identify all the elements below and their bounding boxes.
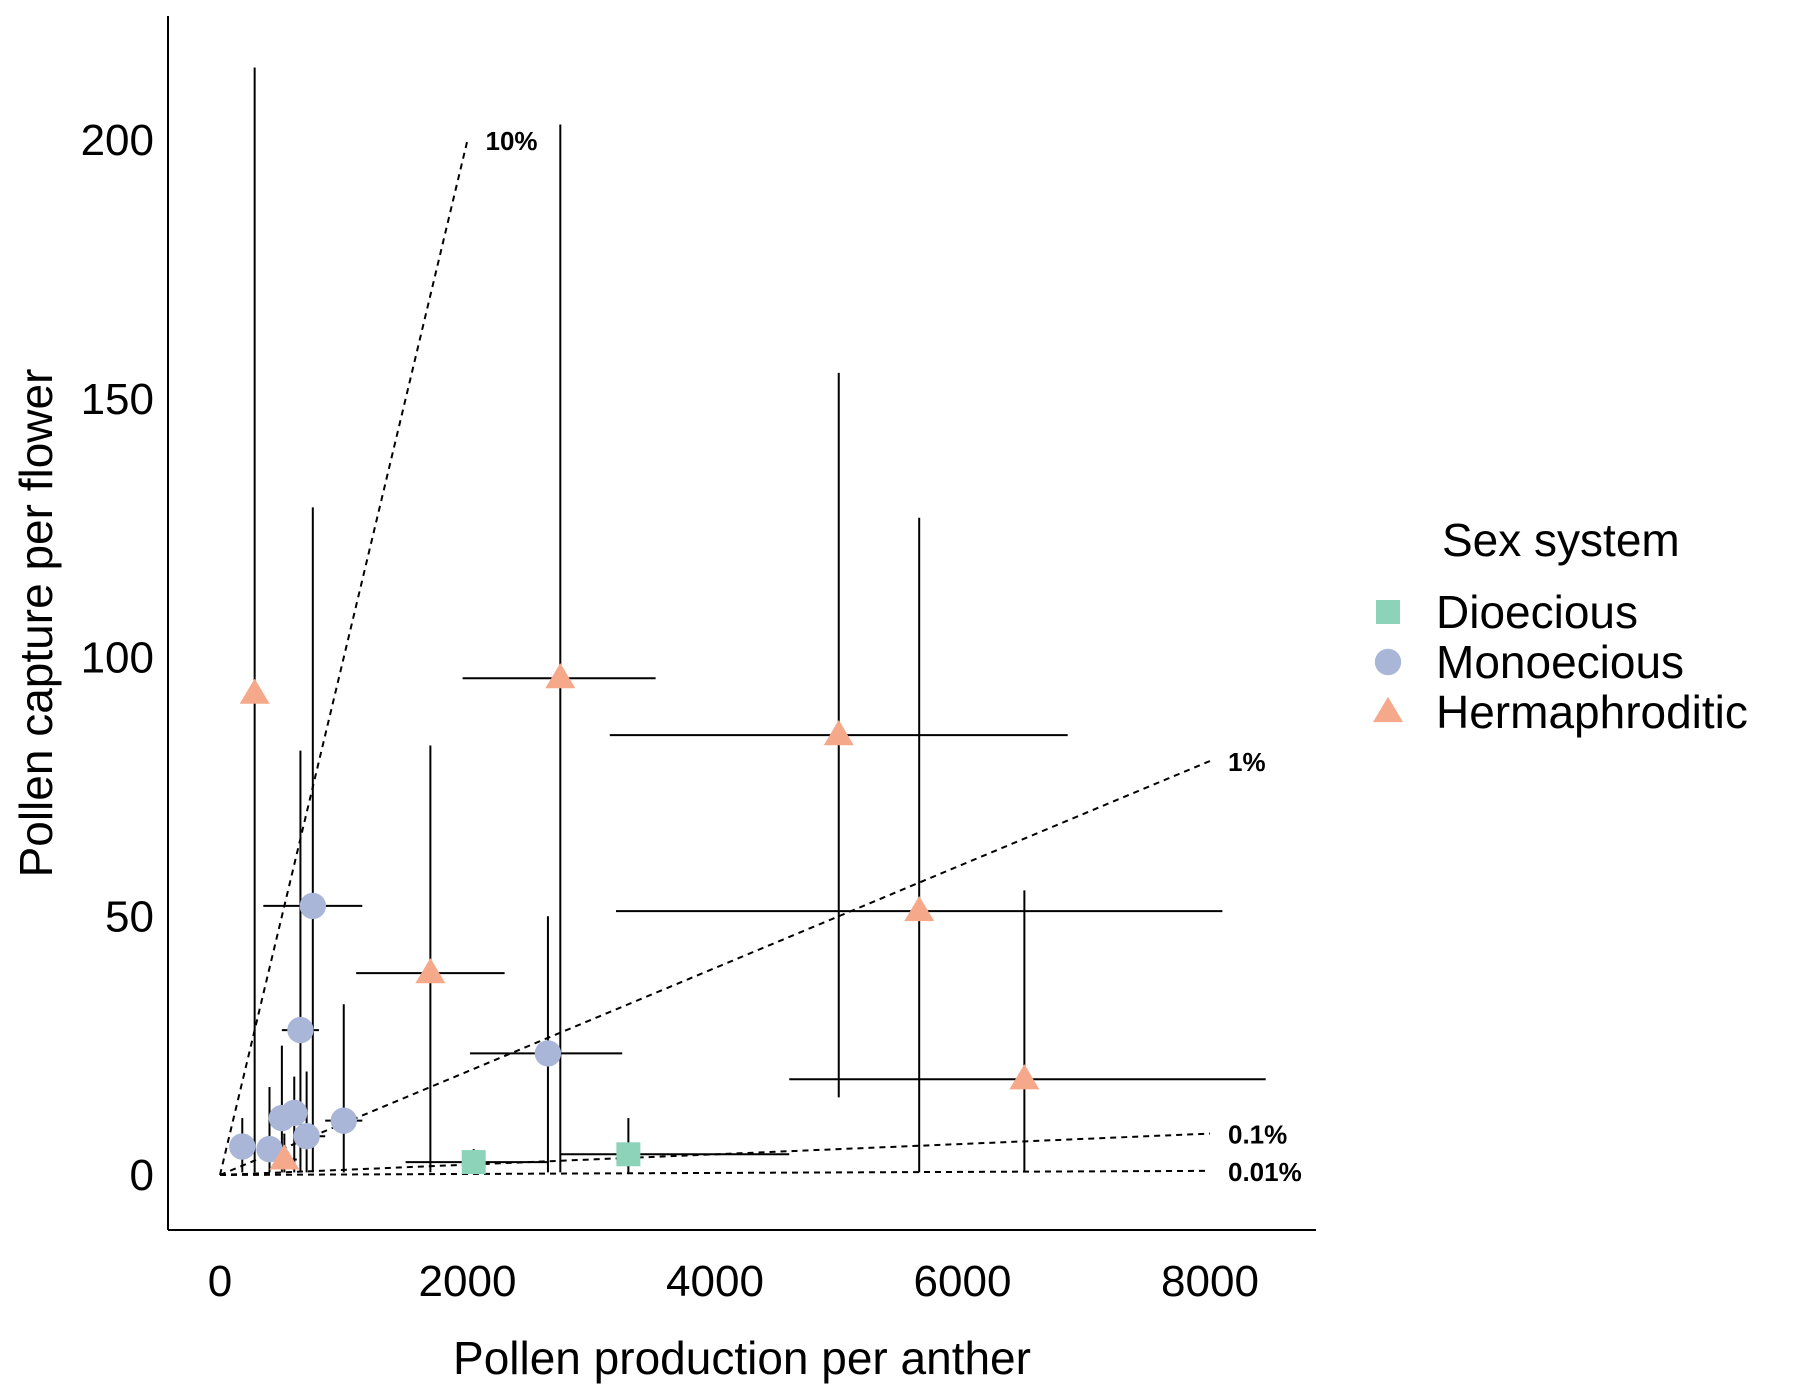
- legend-label: Monoecious: [1436, 636, 1684, 688]
- data-point-hermaphroditic: [1009, 1064, 1040, 1090]
- reference-line: [219, 760, 1211, 1176]
- y-axis-title: Pollen capture per flower: [10, 369, 62, 878]
- y-tick-label: 100: [81, 634, 154, 683]
- y-tick-label: 200: [81, 116, 154, 165]
- data-point-monoecious: [299, 892, 327, 920]
- data-point-hermaphroditic: [823, 720, 854, 746]
- data-point-dioecious: [461, 1150, 486, 1175]
- data-point-hermaphroditic: [269, 1144, 300, 1170]
- legend: Sex system DioeciousMonoeciousHermaphrod…: [1373, 514, 1748, 738]
- data-point-dioecious: [616, 1142, 641, 1167]
- legend-swatch-dioecious: [1376, 600, 1400, 624]
- y-tick-label: 0: [130, 1151, 154, 1200]
- legend-title: Sex system: [1442, 514, 1680, 566]
- x-axis-title: Pollen production per anther: [453, 1332, 1031, 1384]
- x-tick-label: 8000: [1161, 1257, 1259, 1306]
- reference-lines: 10% 1% 0.1% 0.01%: [219, 126, 1302, 1187]
- x-tick-label: 0: [208, 1257, 232, 1306]
- y-tick-label: 50: [105, 892, 154, 941]
- reference-line-label: 1%: [1228, 747, 1266, 777]
- data-point-monoecious: [330, 1107, 357, 1134]
- error-bars: [238, 67, 1266, 1173]
- x-tick-label: 6000: [914, 1257, 1012, 1306]
- reference-line: [219, 1169, 1211, 1176]
- data-point-monoecious: [293, 1122, 320, 1150]
- reference-line-label: 10%: [486, 126, 538, 156]
- x-tick-label: 4000: [666, 1257, 764, 1306]
- legend-swatch-hermaphroditic: [1373, 696, 1403, 723]
- y-tick-label: 150: [81, 375, 154, 424]
- data-point-monoecious: [534, 1040, 562, 1067]
- tick-labels: 0 2000 4000 6000 8000 0 50 100 150 200: [81, 116, 1259, 1306]
- data-point-hermaphroditic: [545, 663, 576, 689]
- legend-swatch-monoecious: [1374, 648, 1402, 676]
- data-point-monoecious: [287, 1016, 314, 1044]
- reference-line-label: 0.1%: [1228, 1120, 1287, 1150]
- data-point-monoecious: [256, 1135, 283, 1163]
- legend-label: Hermaphroditic: [1436, 686, 1748, 738]
- x-tick-label: 2000: [419, 1257, 517, 1306]
- data-point-hermaphroditic: [415, 958, 446, 984]
- legend-label: Dioecious: [1436, 586, 1638, 638]
- axes: [167, 16, 1316, 1231]
- data-point-hermaphroditic: [904, 895, 935, 922]
- data-point-monoecious: [281, 1099, 308, 1127]
- reference-line: [219, 139, 469, 1176]
- data-point-hermaphroditic: [239, 678, 270, 704]
- data-points: [229, 663, 1040, 1175]
- data-point-monoecious: [229, 1133, 256, 1160]
- reference-line-label: 0.01%: [1228, 1157, 1302, 1187]
